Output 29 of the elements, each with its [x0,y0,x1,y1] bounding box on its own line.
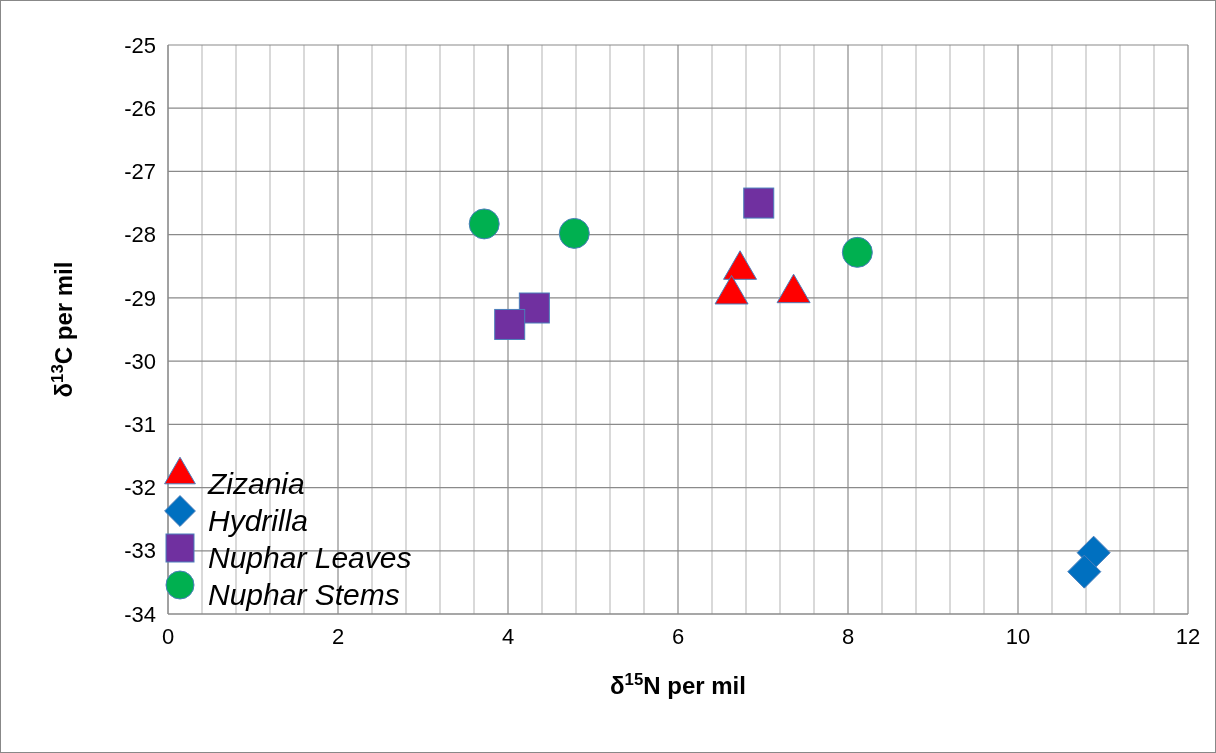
y-tick-label: -33 [124,538,156,564]
y-tick-label: -26 [124,95,156,121]
point [841,236,873,268]
x-tick-label: 6 [671,624,685,649]
point [518,292,550,324]
x-tick-label: 4 [501,624,515,649]
legend-label: Hydrilla [208,504,309,537]
point [1067,554,1102,589]
x-tick-label: 10 [1005,624,1031,649]
y-tick-label: -32 [124,475,156,501]
x-tick-label: 0 [161,624,175,649]
x-tick-label: 12 [1175,624,1201,649]
point [468,208,500,240]
y-tick-label: -31 [124,412,156,438]
x-axis-title: δ$^{15}$N per mil [610,669,746,699]
y-tick-label: -28 [124,222,156,248]
point [558,217,590,249]
y-tick-label: -25 [124,32,156,58]
legend-label: Nuphar Leaves [208,541,412,574]
point [743,187,775,219]
x-tick-label: 8 [841,624,855,649]
y-tick-label: -30 [124,348,156,374]
y-tick-label: -34 [124,601,156,627]
point [494,308,526,340]
y-tick-label: -27 [124,159,156,185]
legend-label: Nuphar Stems [208,578,400,611]
y-tick-label: -29 [124,285,156,311]
legend-label: Zizania [207,467,305,500]
x-tick-label: 2 [331,624,345,649]
